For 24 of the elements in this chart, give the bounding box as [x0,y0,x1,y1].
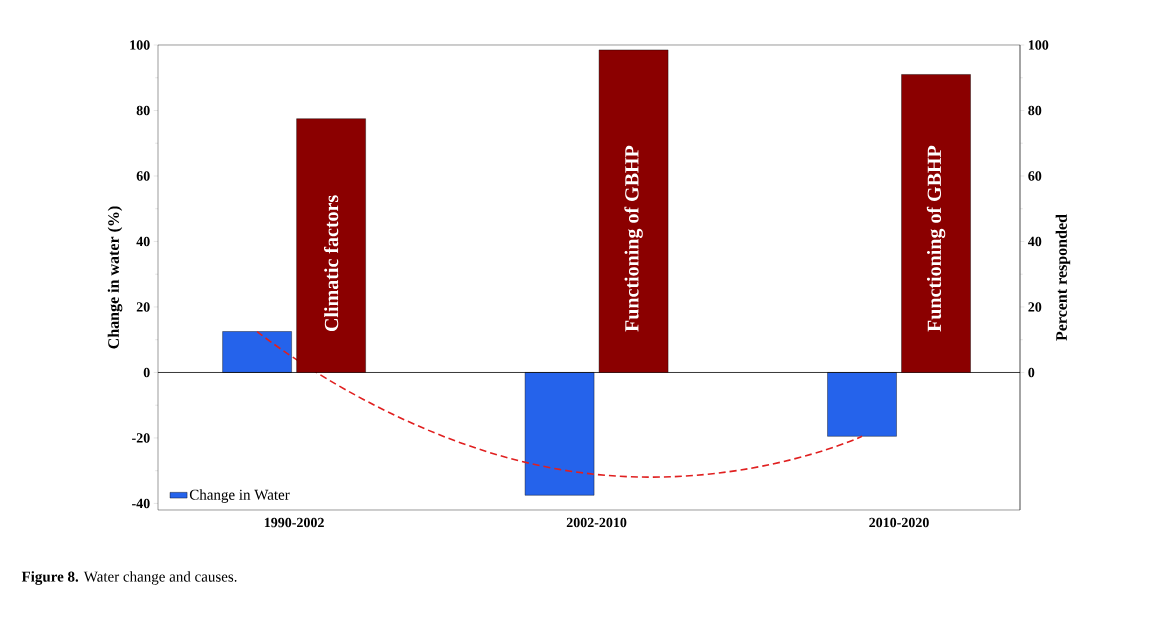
x-tick-label: 2010-2020 [869,517,929,528]
y-tick-label: -20 [132,433,150,443]
y-tick-label: 20 [136,302,150,312]
y-tick-label: 100 [130,40,150,50]
y2-tick-label: 0 [1028,367,1035,378]
y-tick-label: 60 [136,171,150,181]
x-tick-label: 2002-2010 [566,517,627,528]
y-tick-label: 80 [136,105,150,116]
data-label: Functioning of GBHP [624,145,643,332]
x-tick-label: 1990-2002 [264,517,324,528]
data-label: Functioning of GBHP [926,145,946,332]
y-tick-label: 40 [136,236,150,247]
y-tick-label: 0 [143,367,150,378]
y-tick-label: -40 [132,498,150,509]
y2-tick-label: 20 [1028,302,1042,312]
data-label: Climatic factors [323,195,339,331]
y-axis-title: Change in water (%) [107,206,123,349]
legend-label: Change in Water [189,489,290,503]
y2-axis-title: Percent responded [1055,214,1071,341]
y2-tick-label: 80 [1028,105,1042,116]
text: Figure 8. Water change and causes. [21,571,237,585]
y2-tick-label: 40 [1028,236,1042,247]
y2-tick-label: 100 [1028,40,1049,50]
y2-tick-label: 60 [1028,171,1042,181]
